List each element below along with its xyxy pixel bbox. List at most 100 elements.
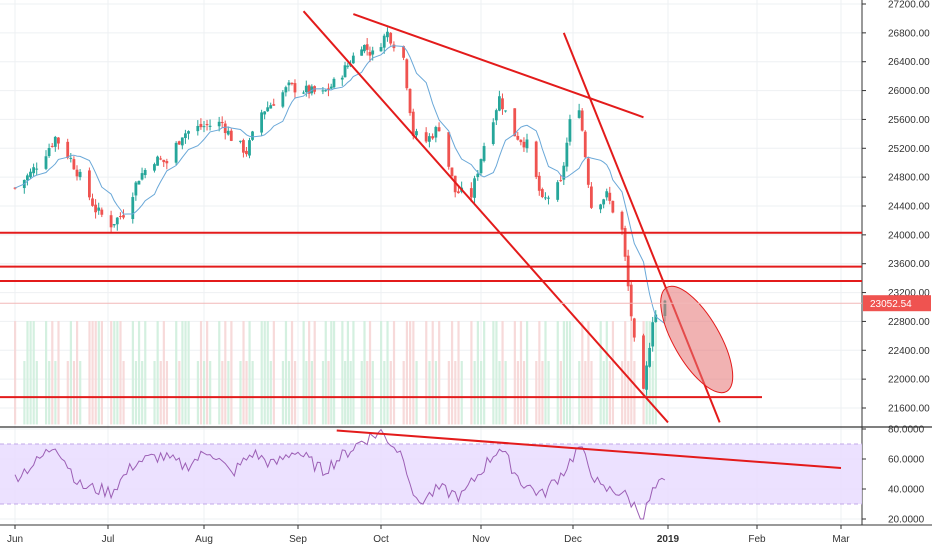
- volume-bar: [330, 321, 333, 425]
- candle-body: [109, 215, 113, 228]
- volume-bar: [541, 361, 544, 425]
- candle-body: [620, 211, 624, 230]
- candle-body: [32, 167, 35, 174]
- volume-bar: [535, 361, 538, 425]
- candle-body: [220, 122, 224, 124]
- candle-body: [78, 171, 82, 178]
- volume-bar: [431, 321, 434, 425]
- projection-ellipse[interactable]: [647, 276, 747, 403]
- candle-body: [363, 45, 366, 52]
- volume-bar: [383, 361, 386, 425]
- volume-bar: [648, 321, 651, 425]
- candle-body: [540, 189, 544, 197]
- candle-body: [251, 131, 254, 140]
- candle-body: [447, 132, 451, 167]
- volume-bar: [581, 321, 584, 425]
- price-tick-label: 24400.00: [888, 202, 930, 213]
- volume-bar: [66, 361, 69, 425]
- volume-bar: [248, 321, 251, 425]
- candle-body: [272, 104, 276, 106]
- volume-bar: [263, 321, 266, 425]
- volume-bar: [54, 361, 57, 425]
- volume-bar: [344, 361, 347, 425]
- volume-bar: [26, 321, 29, 425]
- volume-bar: [457, 321, 460, 425]
- volume-bar: [438, 321, 441, 425]
- candle-body: [365, 44, 369, 50]
- volume-bar: [415, 361, 418, 425]
- volume-bar: [630, 321, 633, 425]
- candle-body: [457, 191, 460, 194]
- candle-body: [91, 198, 94, 206]
- volume-bar: [178, 361, 181, 425]
- volume-bar: [526, 321, 529, 425]
- volume-bar: [76, 321, 79, 425]
- volume-bar: [495, 321, 498, 425]
- volume-bar: [181, 321, 184, 425]
- candle-body: [453, 175, 457, 193]
- rsi-tick-label: 40.0000: [888, 485, 925, 496]
- price-tick-label: 21600.00: [888, 404, 930, 415]
- candle-body: [329, 86, 333, 89]
- candle-body: [605, 191, 609, 198]
- rsi-trendline[interactable]: [336, 429, 842, 469]
- volume-bar: [341, 321, 344, 425]
- volume-bar: [97, 321, 100, 425]
- candle-body: [608, 192, 612, 201]
- price-trendline[interactable]: [302, 10, 669, 424]
- volume-bar: [51, 321, 54, 425]
- volume-bar: [349, 361, 352, 425]
- volume-bar: [134, 361, 138, 425]
- candle-body: [392, 44, 396, 49]
- volume-bar: [368, 321, 372, 425]
- candle-body: [131, 197, 135, 220]
- candle-body: [577, 110, 581, 118]
- candle-body: [307, 85, 311, 94]
- candle-body: [580, 110, 584, 131]
- volume-bar: [559, 361, 562, 425]
- volume-bar: [14, 321, 17, 425]
- volume-bar: [380, 321, 383, 425]
- volume-bar: [578, 361, 581, 425]
- time-tick-label: Jul: [102, 534, 115, 545]
- volume-bar: [409, 321, 412, 425]
- volume-bar: [504, 361, 507, 425]
- candle-body: [205, 124, 209, 126]
- volume-bar: [45, 321, 48, 425]
- candle-body: [534, 141, 538, 177]
- volume-bar: [131, 321, 134, 425]
- candle-body: [583, 131, 587, 158]
- volume-bar: [221, 361, 224, 425]
- volume-bar: [184, 321, 187, 425]
- candle-body: [229, 130, 233, 141]
- candle-body: [88, 170, 91, 198]
- volume-bar: [608, 361, 611, 425]
- price-trendline[interactable]: [352, 13, 644, 119]
- volume-bar: [269, 361, 272, 425]
- candle-body: [50, 145, 54, 147]
- candle-body: [332, 78, 336, 88]
- candle-body: [411, 111, 415, 137]
- candle-body: [223, 123, 227, 134]
- price-tick-label: 23200.00: [888, 288, 930, 299]
- volume-bar: [144, 321, 147, 425]
- volume-bar: [69, 321, 72, 425]
- volume-bar: [187, 321, 190, 425]
- volume-bar: [281, 361, 285, 425]
- candle-body: [434, 127, 438, 138]
- candle-body: [75, 169, 79, 177]
- volume-bar: [88, 321, 91, 425]
- rsi-line: [14, 428, 666, 520]
- candle-body: [525, 139, 529, 149]
- volume-bar: [602, 361, 605, 425]
- candle-body: [360, 49, 364, 56]
- volume-bar: [272, 321, 275, 425]
- candle-body: [165, 161, 169, 164]
- candle-body: [293, 83, 297, 93]
- volume-bar: [519, 321, 523, 425]
- volume-bar: [405, 321, 409, 425]
- candle-body: [654, 314, 658, 323]
- volume-bar: [35, 361, 38, 425]
